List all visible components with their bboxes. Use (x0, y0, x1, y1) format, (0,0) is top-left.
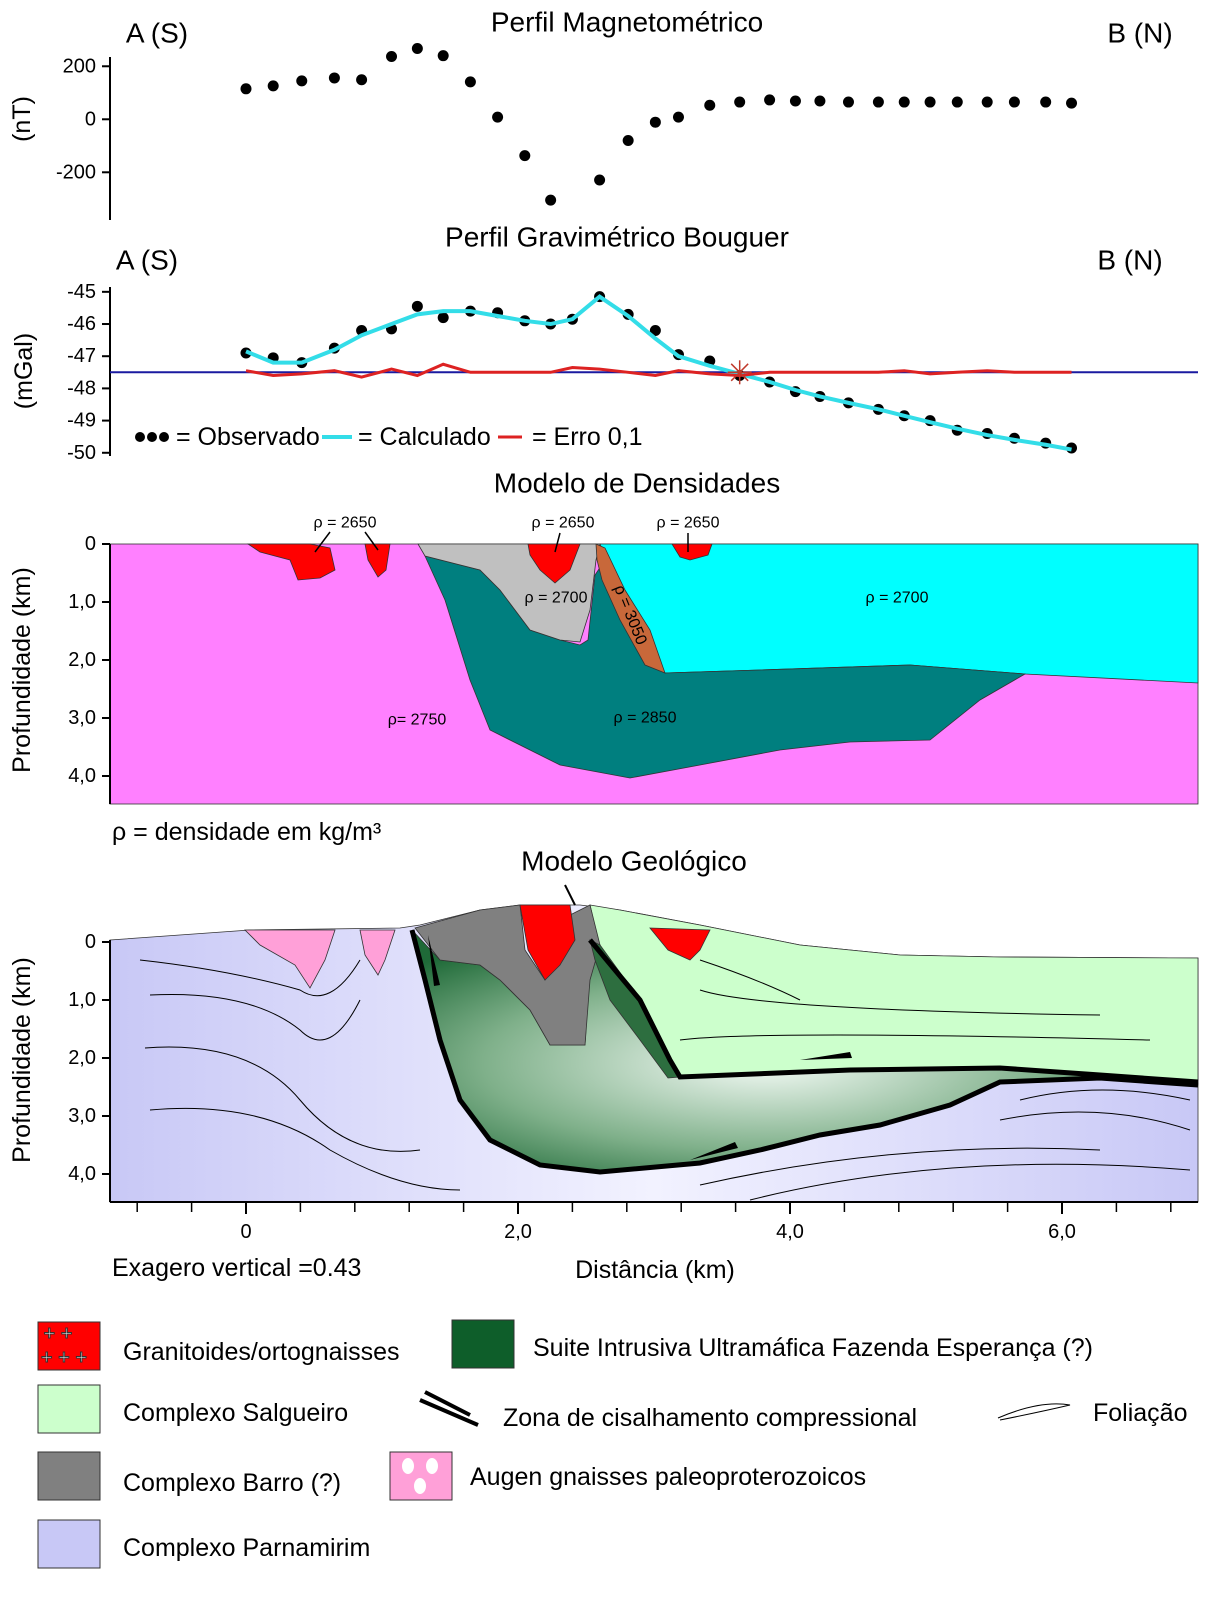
y-label: Profundidade (km) (8, 567, 36, 773)
point (1009, 97, 1020, 108)
x-tick-label: 2,0 (504, 1221, 532, 1243)
density-label: ρ = 2700 (866, 590, 929, 607)
legend-label: = Observado (176, 423, 320, 451)
point (704, 100, 715, 111)
y-tick-label: -50 (67, 442, 96, 464)
legend-label: Granitoides/ortognaisses (123, 1338, 400, 1366)
legend-label: Complexo Salgueiro (123, 1399, 348, 1427)
density-model (110, 532, 1198, 804)
legend-swatch (135, 432, 145, 442)
point (329, 72, 340, 83)
legend-label: Zona de cisalhamento compressional (503, 1404, 917, 1432)
legend-label: Complexo Parnamirim (123, 1534, 370, 1562)
y-tick-label: 1,0 (68, 989, 96, 1011)
x-tick-label: 6,0 (1048, 1221, 1076, 1243)
legend-swatch (159, 432, 169, 442)
y-tick-label: 1,0 (68, 591, 96, 613)
legend-label: = Erro 0,1 (532, 423, 642, 451)
point (873, 97, 884, 108)
geologic-model (110, 885, 1198, 1202)
y-tick-label: -45 (67, 281, 96, 303)
point (268, 80, 279, 91)
density-label: ρ = 2700 (525, 590, 588, 607)
y-tick-label: 2,0 (68, 649, 96, 671)
y-tick-label: 3,0 (68, 707, 96, 729)
point (673, 112, 684, 123)
note: ρ = densidade em kg/m³ (112, 818, 381, 846)
density-label: ρ= 2750 (388, 712, 447, 729)
y-tick-label: 0 (85, 108, 96, 130)
y-tick-label: -47 (67, 345, 96, 367)
point (438, 50, 449, 61)
point (465, 76, 476, 87)
point (412, 43, 423, 54)
title: Perfil Magnetométrico (491, 7, 763, 38)
x-tick-label: 0 (240, 1221, 251, 1243)
legend-swatch (147, 432, 157, 442)
point (790, 95, 801, 106)
y-tick-label: 2,0 (68, 1047, 96, 1069)
y-tick-label: 0 (85, 533, 96, 555)
y-label: (nT) (8, 96, 36, 142)
point (241, 83, 252, 94)
y-label: (mGal) (10, 333, 38, 409)
series-line (246, 364, 1072, 377)
y-tick-label: 4,0 (68, 765, 96, 787)
point (814, 95, 825, 106)
figure: Perfil Magnetométrico A (S) B (N) (nT) P… (0, 0, 1230, 1592)
x-tick-label: 4,0 (776, 1221, 804, 1243)
density-label: ρ = 2650 (657, 515, 720, 532)
point (356, 74, 367, 85)
label: B (N) (1097, 245, 1162, 276)
point (519, 150, 530, 161)
y-tick-label: 200 (63, 55, 96, 77)
point (982, 97, 993, 108)
point (925, 97, 936, 108)
label: A (S) (116, 245, 178, 276)
y-label: Profundidade (km) (8, 957, 36, 1163)
y-tick-label: 3,0 (68, 1105, 96, 1127)
point (764, 94, 775, 105)
point (412, 301, 423, 312)
y-tick-label: 0 (85, 931, 96, 953)
title: Perfil Gravimétrico Bouguer (445, 222, 789, 253)
legend-label: Suite Intrusiva Ultramáfica Fazenda Espe… (533, 1334, 1093, 1362)
legend-label: Foliação (1093, 1399, 1188, 1427)
y-tick-label: -200 (56, 161, 96, 183)
density-label: ρ = 2650 (532, 515, 595, 532)
svg-text:+ +: + + (44, 1323, 73, 1345)
title: Modelo de Densidades (494, 468, 780, 499)
point (1040, 97, 1051, 108)
point (492, 112, 503, 123)
point (952, 97, 963, 108)
y-tick-label: -48 (67, 377, 96, 399)
note: Exagero vertical =0.43 (112, 1254, 361, 1282)
point (1066, 98, 1077, 109)
title: Modelo Geológico (521, 846, 747, 877)
point (899, 97, 910, 108)
y-tick-label: -46 (67, 313, 96, 335)
point (734, 97, 745, 108)
point (296, 75, 307, 86)
point (650, 117, 661, 128)
y-tick-label: -49 (67, 410, 96, 432)
point (438, 312, 449, 323)
y-tick-label: 4,0 (68, 1163, 96, 1185)
legend-label: = Calculado (358, 423, 491, 451)
point (623, 135, 634, 146)
svg-text:+ + +: + + + (41, 1347, 87, 1369)
density-label: ρ = 2650 (314, 515, 377, 532)
label: A (S) (126, 18, 188, 49)
x-label: Distância (km) (575, 1256, 735, 1284)
point (545, 195, 556, 206)
point (594, 174, 605, 185)
point (843, 97, 854, 108)
label: B (N) (1107, 18, 1172, 49)
density-label: ρ = 2850 (614, 710, 677, 727)
legend-label: Complexo Barro (?) (123, 1469, 341, 1497)
point (386, 51, 397, 62)
legend-label: Augen gnaisses paleoproterozoicos (470, 1463, 866, 1491)
